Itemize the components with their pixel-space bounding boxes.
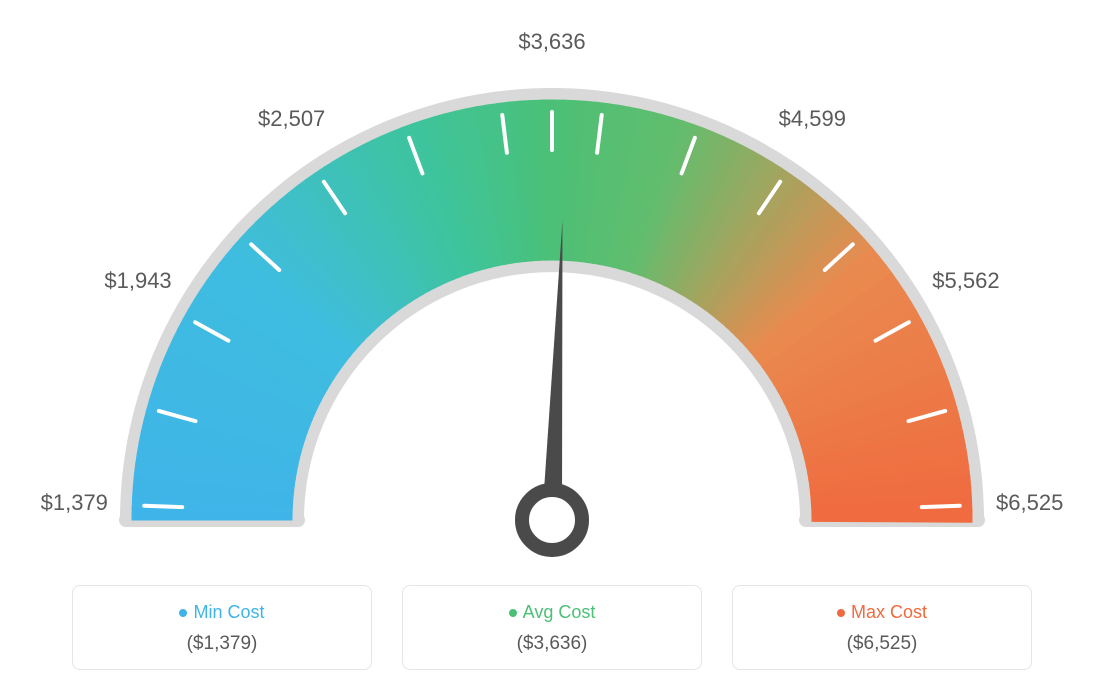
dot-icon: [509, 609, 517, 617]
legend-title-min: Min Cost: [87, 602, 357, 623]
dot-icon: [837, 609, 845, 617]
legend-title-max: Max Cost: [747, 602, 1017, 623]
gauge-tick-label: $6,525: [996, 490, 1063, 516]
legend-title-avg: Avg Cost: [417, 602, 687, 623]
legend-label-min: Min Cost: [193, 602, 264, 623]
legend-label-max: Max Cost: [851, 602, 927, 623]
legend-row: Min Cost ($1,379) Avg Cost ($3,636) Max …: [0, 585, 1104, 670]
legend-card-avg: Avg Cost ($3,636): [402, 585, 702, 670]
gauge-tick: [922, 506, 960, 507]
gauge-tick: [144, 506, 182, 507]
gauge-tick-label: $4,599: [779, 106, 846, 132]
legend-value-max: ($6,525): [747, 633, 1017, 655]
legend-label-avg: Avg Cost: [523, 602, 596, 623]
dot-icon: [179, 609, 187, 617]
gauge-area: $1,379 $1,943 $2,507 $3,636 $4,599 $5,562 $6,5…: [0, 0, 1104, 560]
gauge-tick-label: $5,562: [932, 268, 999, 294]
gauge-tick-label: $3,636: [518, 29, 585, 55]
gauge-tick-label: $2,507: [258, 106, 325, 132]
gauge-needle-base: [522, 490, 582, 550]
legend-value-min: ($1,379): [87, 633, 357, 655]
legend-card-max: Max Cost ($6,525): [732, 585, 1032, 670]
gauge-tick-label: $1,379: [41, 490, 108, 516]
gauge-tick-label: $1,943: [104, 268, 171, 294]
chart-container: $1,379 $1,943 $2,507 $3,636 $4,599 $5,562 $6,5…: [0, 0, 1104, 690]
legend-card-min: Min Cost ($1,379): [72, 585, 372, 670]
legend-value-avg: ($3,636): [417, 633, 687, 655]
